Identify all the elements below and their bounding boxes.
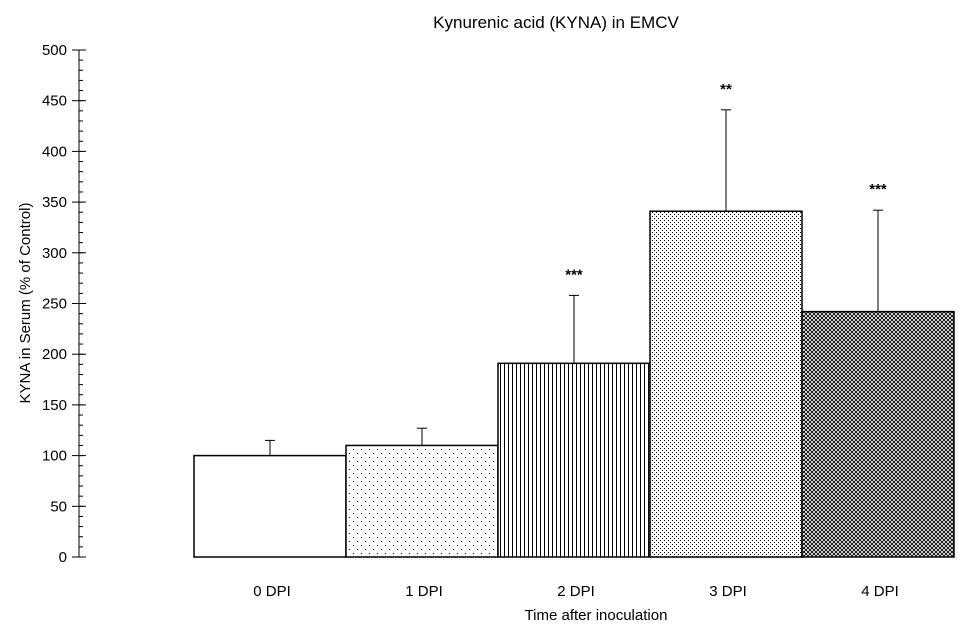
x-tick-label: 0 DPI <box>253 583 291 600</box>
bar <box>801 310 955 558</box>
bar <box>193 454 347 558</box>
y-tick-label: 350 <box>42 194 67 211</box>
bar <box>497 362 651 558</box>
significance-label: *** <box>869 181 887 198</box>
x-tick-label: 4 DPI <box>861 583 899 600</box>
y-tick-label: 250 <box>42 296 67 313</box>
y-tick-label: 500 <box>42 42 67 59</box>
y-axis-label: KYNA in Serum (% of Control) <box>17 203 34 404</box>
x-tick-label: 1 DPI <box>405 583 443 600</box>
y-tick-label: 200 <box>42 346 67 363</box>
x-tick-label: 2 DPI <box>557 583 595 600</box>
bars: ******** <box>193 81 955 558</box>
significance-label: *** <box>565 266 583 283</box>
y-tick-label: 450 <box>42 93 67 110</box>
y-tick-label: 300 <box>42 245 67 262</box>
y-tick-label: 100 <box>42 448 67 465</box>
y-tick-label: 0 <box>59 549 67 566</box>
bar <box>345 444 499 558</box>
y-tick-label: 50 <box>50 498 67 515</box>
x-axis-label: Time after inoculation <box>525 607 668 624</box>
y-tick-label: 150 <box>42 397 67 414</box>
x-tick-label: 3 DPI <box>709 583 747 600</box>
significance-label: ** <box>720 81 732 98</box>
y-tick-label: 400 <box>42 143 67 160</box>
y-axis: 0 50 100 150 200 250 300 350 400 450 500 <box>42 42 86 566</box>
bar <box>649 210 803 558</box>
category-labels: 0 DPI 1 DPI 2 DPI 3 DPI 4 DPI <box>253 583 899 600</box>
chart-title: Kynurenic acid (KYNA) in EMCV <box>433 13 679 32</box>
